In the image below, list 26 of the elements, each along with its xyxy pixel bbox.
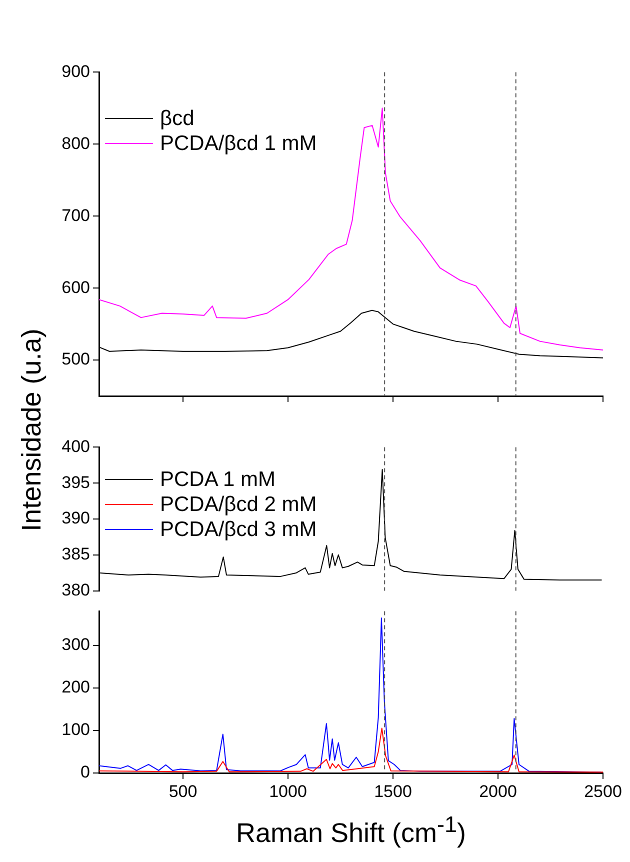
y-tick-label: 900 [62, 62, 90, 81]
y-tick-label: 300 [62, 634, 90, 654]
legend-label: PCDA 1 mM [160, 467, 276, 492]
y-tick-label: 700 [62, 206, 90, 225]
y-tick-label: 390 [62, 508, 90, 528]
y-tick-label: 100 [62, 720, 90, 740]
x-tick-label: 500 [168, 782, 198, 801]
y-tick-label: 0 [80, 762, 90, 782]
y-axis-title: Intensidade (u.a) [16, 328, 48, 532]
y-tick-label: 600 [62, 278, 90, 297]
legend-label: PCDA/βcd 3 mM [160, 517, 317, 542]
y-tick-label: 500 [62, 350, 90, 369]
y-tick-label: 395 [62, 472, 90, 492]
y-tick-label: 400 [62, 436, 90, 456]
legend-label: PCDA/βcd 1 mM [160, 131, 317, 156]
x-axis-title: Raman Shift (cm$^{-1}$) [236, 812, 466, 849]
x-tick-label: 2500 [584, 782, 622, 801]
legend-label: PCDA/βcd 2 mM [160, 492, 317, 517]
x-tick-label: 2000 [479, 782, 517, 801]
y-tick-label: 800 [62, 134, 90, 153]
y-tick-label: 380 [62, 580, 90, 600]
x-tick-label: 1500 [374, 782, 412, 801]
y-tick-label: 200 [62, 678, 90, 697]
y-tick-label: 385 [62, 544, 90, 564]
legend-label: βcd [160, 106, 194, 131]
x-tick-label: 1000 [269, 782, 307, 801]
